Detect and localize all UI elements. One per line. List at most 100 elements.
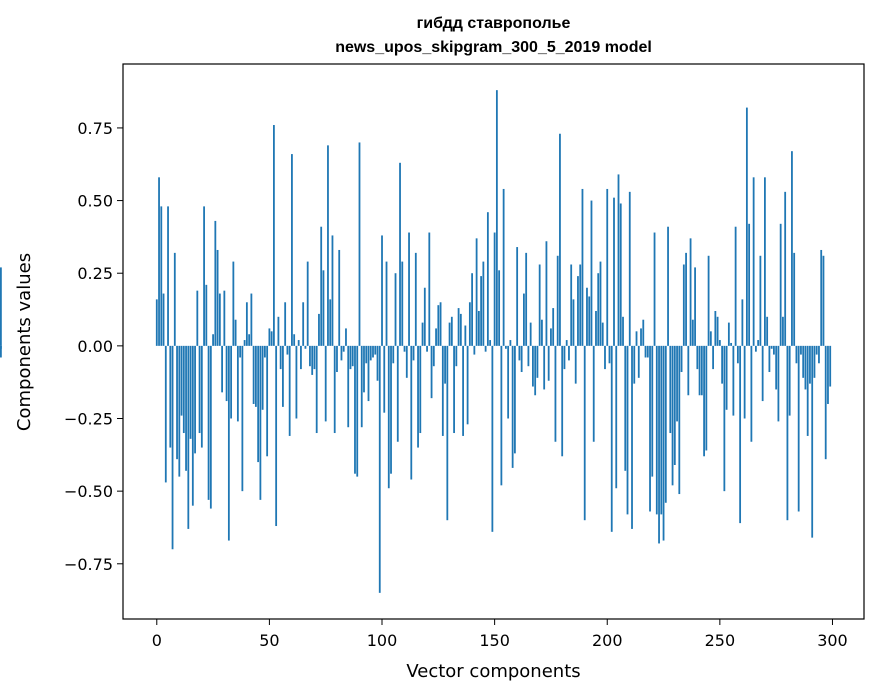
bar-259 <box>739 345 742 524</box>
bar-151 <box>495 90 498 346</box>
x-tick-label: 150 <box>479 631 510 650</box>
bar-90 <box>358 142 361 346</box>
bar-45 <box>257 345 260 463</box>
bar-234 <box>682 264 685 346</box>
bar-206 <box>619 203 622 346</box>
bar-26 <box>214 220 217 346</box>
bar-53 <box>275 345 278 527</box>
x-tick-label: 250 <box>705 631 736 650</box>
bar-13 <box>185 345 187 471</box>
bar-79 <box>333 345 336 434</box>
bar-140 <box>471 273 473 346</box>
bar-296 <box>822 255 825 346</box>
bar-120 <box>426 345 428 352</box>
bar-153 <box>500 345 503 486</box>
bar-136 <box>462 345 464 436</box>
bar-199 <box>604 345 606 370</box>
bar-202 <box>610 345 613 532</box>
bar-272 <box>768 345 771 373</box>
bar-236 <box>687 345 690 396</box>
bar-88 <box>354 345 356 474</box>
bar-219 <box>649 345 651 512</box>
bar-179 <box>559 133 561 346</box>
x-tick-label: 300 <box>817 631 848 650</box>
bar-71 <box>315 345 318 434</box>
bar-247 <box>712 345 714 370</box>
bar-295 <box>820 249 823 346</box>
y-tick-label: 0.00 <box>77 337 113 356</box>
bar-165 <box>527 345 530 367</box>
bar-2 <box>160 206 163 346</box>
bar-286 <box>800 345 802 355</box>
bar-241 <box>698 345 701 396</box>
bar-233 <box>680 345 683 373</box>
bar-78 <box>331 235 334 346</box>
bar-180 <box>561 345 564 457</box>
bar-157 <box>509 340 512 346</box>
bar-81 <box>338 249 341 346</box>
bar-175 <box>550 328 552 346</box>
y-tick-label: −0.50 <box>64 482 113 501</box>
y-axis-ticks: −0.75 −0.50 −0.25 0.00 0.25 0.50 0.75 <box>64 119 123 574</box>
bar-150 <box>493 232 496 346</box>
bar-192 <box>588 296 591 346</box>
bar-0 <box>155 299 158 346</box>
bar-94 <box>367 345 370 402</box>
bar-213 <box>635 331 638 346</box>
bar-277 <box>779 223 782 346</box>
bar-116 <box>417 345 419 448</box>
bar-280 <box>786 345 789 521</box>
bar-31 <box>225 345 228 402</box>
bar-99 <box>378 345 381 593</box>
y-tick-label: 0.25 <box>77 264 113 283</box>
bar-70 <box>313 345 316 370</box>
bar-47 <box>261 345 264 410</box>
bar-49 <box>266 345 269 457</box>
bar-65 <box>302 302 305 346</box>
bar-98 <box>376 345 379 381</box>
bar-197 <box>599 261 602 346</box>
bar-134 <box>457 308 460 346</box>
bar-249 <box>716 316 719 346</box>
bar-238 <box>691 319 694 346</box>
bar-132 <box>453 345 455 434</box>
bar-137 <box>464 325 467 346</box>
bar-282 <box>791 151 793 346</box>
bar-23 <box>207 345 210 500</box>
bar-46 <box>259 345 262 500</box>
bar-105 <box>392 345 395 364</box>
bar-266 <box>754 345 757 352</box>
bar-127 <box>441 345 444 436</box>
bar-6 <box>169 345 172 448</box>
bar-4 <box>164 345 167 483</box>
bar-109 <box>401 261 404 346</box>
bar-10 <box>178 345 181 477</box>
bar-33 <box>230 345 233 419</box>
bar-24 <box>209 345 212 509</box>
bar-146 <box>484 345 487 352</box>
bar-123 <box>432 345 435 367</box>
bar-267 <box>757 340 760 346</box>
bar-22 <box>205 284 208 346</box>
bar-208 <box>624 345 627 471</box>
bar-131 <box>450 316 453 346</box>
bar-126 <box>439 302 442 346</box>
bar-279 <box>784 191 787 346</box>
bar-210 <box>628 191 631 346</box>
bar-29 <box>221 345 223 393</box>
bar-223 <box>658 345 660 544</box>
bar-141 <box>473 345 476 355</box>
bar-176 <box>552 308 555 346</box>
bar-248 <box>714 310 717 346</box>
bar-263 <box>748 223 751 346</box>
bar-281 <box>788 345 791 416</box>
bar-130 <box>448 322 451 346</box>
bar-239 <box>694 267 696 346</box>
bar-3 <box>162 293 165 346</box>
bar-169 <box>536 345 539 378</box>
bar-185 <box>572 299 575 346</box>
bar-124 <box>435 328 437 346</box>
bar-19 <box>198 345 201 434</box>
bar-21 <box>203 206 205 346</box>
